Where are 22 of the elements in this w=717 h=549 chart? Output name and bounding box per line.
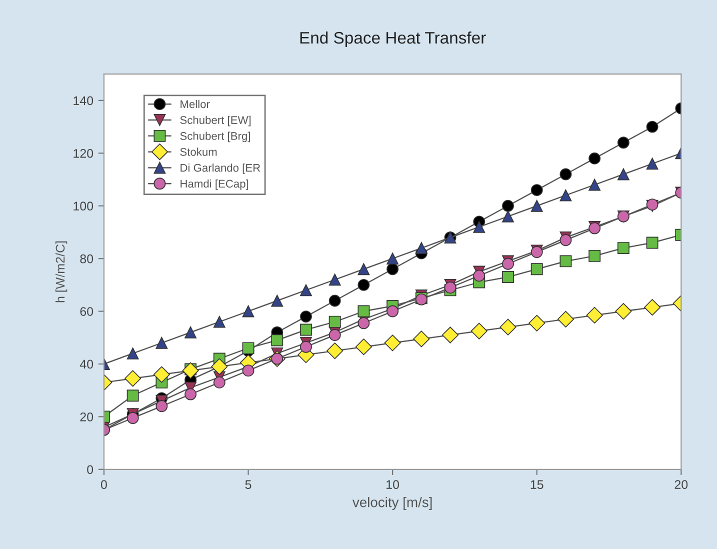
y-tick-label: 140 [74,96,94,106]
y-tick-label: 20 [80,412,94,422]
x-tick-label: 10 [386,480,400,489]
legend-label: Hamdi [ECap] [180,179,248,190]
legend-label: Mellor [180,100,210,108]
y-tick-label: 120 [74,148,94,158]
y-tick-label: 0 [87,465,94,474]
legend-label: Schubert [Brg] [180,132,250,142]
legend-label: Schubert [EW] [180,116,251,126]
y-tick-label: 80 [80,254,94,264]
y-tick-label: 40 [80,360,94,369]
x-tick-label: 0 [100,480,107,489]
chart-title: End Space Heat Transfer [300,31,486,48]
y-tick-label: 60 [80,307,94,316]
x-tick-label: 5 [245,480,252,489]
x-axis-title: velocity [m/s] [352,497,432,510]
legend-label: Di Garlando [ER [180,164,260,174]
y-tick-label: 100 [74,202,94,211]
x-tick-label: 15 [530,480,544,489]
legend-label: Stokum [180,148,217,156]
x-tick-label: 20 [674,480,688,489]
y-axis-title: h [W/m2/C] [55,241,68,302]
